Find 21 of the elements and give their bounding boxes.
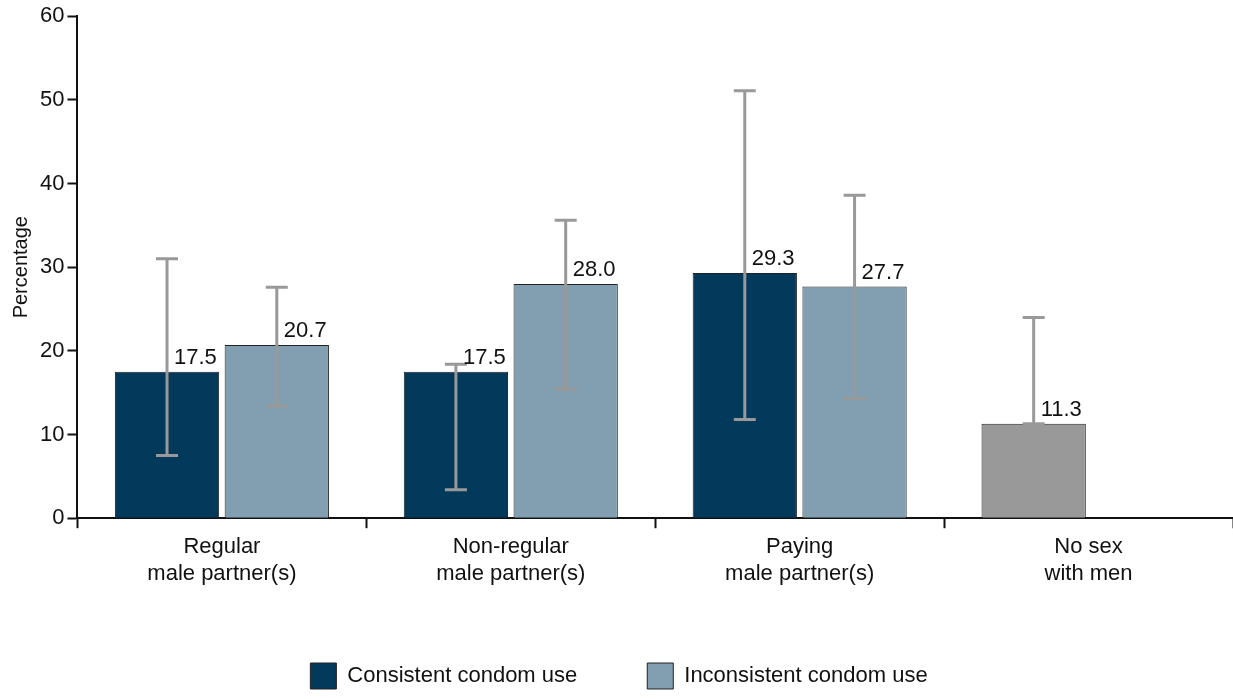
y-tick-label: 30	[39, 253, 65, 279]
data-label: 20.7	[283, 317, 327, 343]
y-tick-label: 0	[52, 504, 65, 530]
data-label: 17.5	[462, 343, 506, 369]
y-tick-label: 20	[39, 336, 65, 362]
y-tick-label: 10	[39, 420, 65, 446]
legend-label: Inconsistent condom use	[684, 662, 928, 688]
x-tick-label: Paying male partner(s)	[725, 533, 875, 585]
data-label: 29.3	[751, 245, 795, 271]
y-tick-label: 40	[39, 169, 65, 195]
legend-label: Consistent condom use	[347, 662, 578, 688]
x-tick-label: No sex with men	[1043, 533, 1133, 585]
x-tick-label: Non-regular male partner(s)	[436, 533, 586, 585]
data-label: 17.5	[174, 343, 217, 369]
data-label: 28.0	[572, 256, 616, 281]
data-label: 11.3	[1040, 395, 1082, 421]
y-axis-title: Percentage	[8, 216, 31, 319]
y-tick-label: 50	[39, 85, 65, 111]
x-tick-label: Regular male partner(s)	[147, 533, 297, 585]
data-label: 27.7	[861, 258, 905, 284]
y-tick-label: 60	[39, 2, 65, 28]
